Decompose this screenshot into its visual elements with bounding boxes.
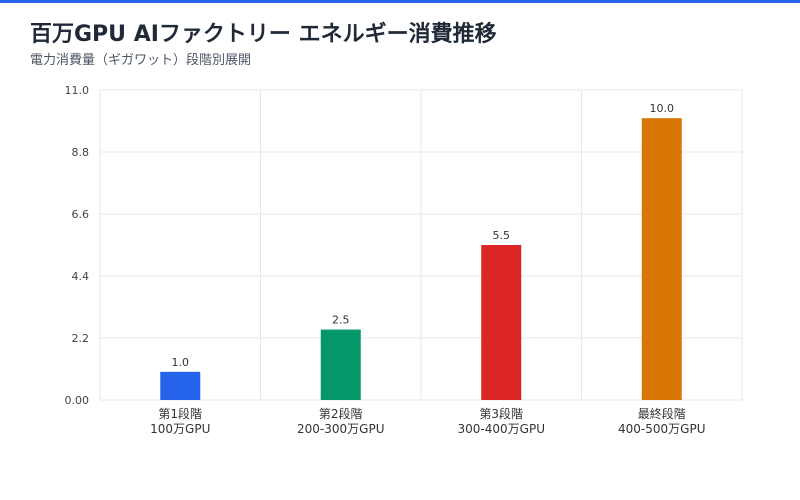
bar: [641, 118, 682, 400]
bar: [481, 245, 522, 400]
top-accent-bar: [0, 0, 800, 3]
x-category-label: 100万GPU: [150, 422, 210, 436]
y-tick-label: 4.4: [72, 270, 90, 283]
x-category-label: 最終段階: [638, 406, 686, 421]
chart-subtitle: 電力消費量（ギガワット）段階別展開: [30, 53, 252, 68]
x-category-label: 400-500万GPU: [618, 422, 705, 436]
y-tick-label: 0.00: [65, 394, 90, 407]
bar-value-label: 1.0: [172, 356, 190, 369]
bar: [320, 329, 361, 400]
x-category-label: 第2段階: [319, 406, 363, 421]
y-tick-label: 6.6: [72, 208, 90, 221]
y-tick-label: 2.2: [72, 332, 90, 345]
x-category-label: 第1段階: [158, 406, 202, 421]
x-category-label: 200-300万GPU: [297, 422, 384, 436]
y-tick-label: 11.0: [65, 84, 90, 97]
y-tick-label: 8.8: [72, 146, 90, 159]
x-category-label: 300-400万GPU: [458, 422, 545, 436]
bar-value-label: 10.0: [650, 102, 675, 115]
bar-value-label: 2.5: [332, 314, 350, 327]
chart-title: 百万GPU AIファクトリー エネルギー消費推移: [30, 22, 497, 47]
bar: [160, 371, 201, 400]
bar-value-label: 5.5: [493, 229, 511, 242]
x-category-label: 第3段階: [479, 406, 523, 421]
